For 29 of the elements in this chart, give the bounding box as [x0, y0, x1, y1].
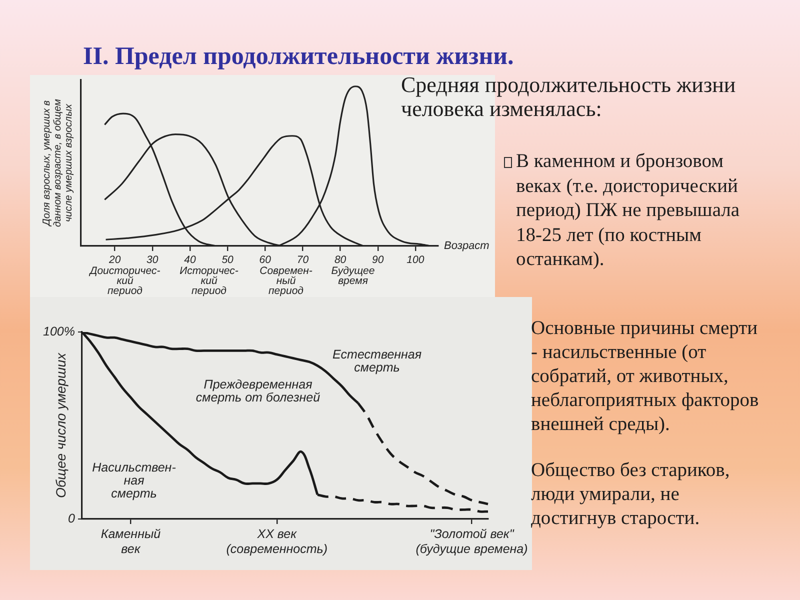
text: Общество без стариков, люди умирали, не достигнув старости. [531, 459, 731, 531]
x-tick-label: Каменный век [100, 526, 161, 556]
text: Современ- ный период [260, 264, 313, 297]
annotation: Насильствен- ная смерть [92, 460, 176, 500]
y-axis-title: Общее число умерших [54, 352, 69, 498]
x-tick-label: 90 [372, 254, 384, 266]
annotation: Средняя продолжительность жизни человека изменялась: [401, 72, 737, 121]
x-tick-label: 20 [108, 254, 121, 266]
x-tick-label: 30 [146, 254, 158, 266]
y-tick-label: 100% [43, 324, 75, 338]
text: В каменном и бронзовом веках (т.е. доисторический период) ПЖ не превышала 18-25 лет (по костным останкам). [516, 150, 741, 272]
text: Историчес- кий период [180, 264, 239, 297]
x-tick-label: 80 [334, 254, 346, 266]
x-tick-label: 50 [222, 254, 234, 266]
x-tick-label: XX век (современность) [226, 526, 328, 556]
x-axis-title: Возраст [444, 240, 490, 252]
text: Доисторичес- кий период [88, 264, 161, 297]
annotation: Преждевременная смерть от болезней [196, 377, 320, 404]
text: II. Предел продолжительности жизни. [83, 43, 514, 71]
x-tick-label: 40 [184, 254, 196, 266]
x-tick-label: "Золотой век" (будущие времена) [416, 526, 528, 556]
y-axis-title: Доля взрослых, умерших в данном возрасте, в общем числе умерших взрослых [41, 98, 74, 227]
annotation: Естественная смерть [332, 347, 422, 374]
x-tick-label: 70 [296, 254, 309, 266]
x-tick-label: 100 [406, 254, 424, 266]
text: Будущее время [331, 264, 375, 287]
x-tick-label: 60 [259, 254, 272, 266]
y-tick-label: 0 [68, 511, 76, 526]
text: Основные причины смерти - насильственные (от собратий, от животных, неблагоприятных факторов внешней среды). [531, 317, 760, 437]
